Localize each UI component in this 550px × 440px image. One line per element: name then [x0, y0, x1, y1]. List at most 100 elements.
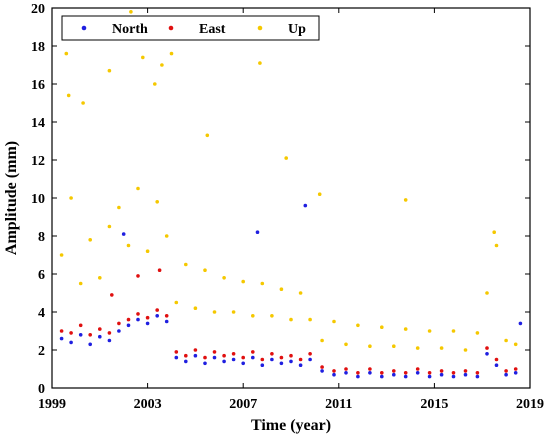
y-tick-label: 8 — [38, 230, 45, 245]
data-point-north — [136, 317, 140, 322]
data-point-east — [110, 293, 114, 297]
data-point-north — [270, 357, 274, 362]
data-point-north — [203, 361, 207, 366]
data-point-north — [320, 369, 324, 373]
y-tick-label: 20 — [31, 2, 45, 17]
data-point-east — [270, 352, 274, 356]
data-point-up — [155, 200, 159, 204]
data-point-east — [69, 331, 73, 335]
data-point-north — [368, 371, 372, 375]
x-axis-label: Time (year) — [251, 417, 331, 434]
data-point-north — [121, 232, 126, 236]
data-point-north — [415, 371, 420, 375]
data-point-up — [81, 101, 85, 105]
data-point-up — [203, 268, 207, 273]
data-point-up — [317, 192, 322, 196]
legend-label-east: East — [199, 22, 226, 37]
data-point-east — [320, 365, 324, 369]
data-point-east — [439, 369, 444, 373]
data-point-north — [255, 230, 260, 234]
data-point-north — [78, 333, 83, 337]
x-tick-label: 2007 — [229, 397, 257, 412]
data-point-up — [475, 331, 480, 335]
data-point-up — [463, 348, 468, 352]
data-point-north — [241, 361, 245, 366]
data-point-north — [88, 342, 92, 347]
data-point-east — [380, 371, 384, 375]
data-point-up — [332, 319, 336, 324]
data-point-east — [513, 367, 518, 371]
data-point-north — [463, 372, 468, 377]
x-tick-label: 2003 — [134, 397, 162, 412]
data-point-up — [205, 133, 210, 138]
y-tick-label: 12 — [31, 154, 45, 169]
data-point-up — [308, 317, 312, 322]
data-point-east — [222, 353, 226, 358]
data-point-up — [231, 310, 236, 314]
data-point-up — [78, 281, 83, 286]
data-point-up — [64, 51, 69, 56]
data-point-up — [485, 291, 489, 295]
data-point-north — [494, 363, 499, 368]
legend-marker-north — [81, 25, 87, 31]
data-point-up — [284, 156, 289, 160]
data-point-north — [155, 314, 159, 318]
data-point-up — [320, 338, 324, 343]
data-point-up — [260, 281, 265, 286]
data-point-east — [356, 371, 360, 375]
data-point-up — [344, 342, 348, 347]
data-point-east — [136, 274, 140, 278]
data-point-up — [403, 198, 408, 202]
x-tick-label: 2011 — [325, 397, 352, 412]
data-point-east — [392, 369, 396, 373]
data-point-east — [427, 371, 432, 375]
data-point-east — [193, 348, 198, 352]
data-point-north — [303, 203, 308, 208]
data-point-up — [107, 224, 112, 229]
data-point-north — [298, 363, 303, 368]
data-point-up — [439, 346, 444, 350]
data-point-north — [251, 355, 255, 360]
data-point-up — [298, 291, 303, 295]
data-point-up — [117, 205, 121, 210]
data-point-north — [260, 363, 265, 368]
data-point-east — [494, 357, 499, 362]
y-tick-label: 10 — [31, 192, 45, 207]
data-point-up — [59, 253, 64, 257]
data-point-up — [513, 342, 518, 347]
x-tick-label: 2015 — [420, 397, 448, 412]
data-point-east — [260, 357, 265, 362]
data-point-east — [136, 312, 140, 316]
data-point-up — [174, 300, 179, 305]
data-point-up — [160, 63, 164, 67]
legend-box — [61, 15, 320, 41]
data-point-north — [107, 338, 112, 343]
data-point-east — [88, 333, 92, 337]
legend-label-north: North — [112, 22, 148, 37]
data-point-north — [403, 374, 408, 379]
data-point-up — [126, 243, 131, 248]
data-point-north — [392, 372, 396, 377]
y-tick-label: 6 — [38, 268, 45, 283]
data-point-up — [193, 306, 198, 311]
data-point-up — [69, 196, 73, 200]
data-point-north — [439, 372, 444, 377]
data-point-north — [427, 374, 432, 379]
data-point-up — [451, 329, 456, 333]
data-point-north — [184, 359, 188, 364]
data-point-east — [184, 353, 188, 358]
data-point-east — [78, 323, 83, 328]
data-point-north — [231, 357, 236, 362]
data-point-north — [344, 371, 348, 375]
data-point-up — [494, 243, 499, 248]
data-point-east — [164, 314, 169, 318]
data-point-east — [98, 327, 102, 331]
data-point-east — [212, 350, 217, 354]
data-point-north — [504, 372, 508, 377]
data-point-east — [107, 331, 112, 335]
legend-marker-east — [168, 25, 174, 31]
data-point-north — [193, 353, 198, 358]
y-axis-label: Amplitude (mm) — [3, 141, 20, 255]
data-point-north — [98, 334, 102, 339]
